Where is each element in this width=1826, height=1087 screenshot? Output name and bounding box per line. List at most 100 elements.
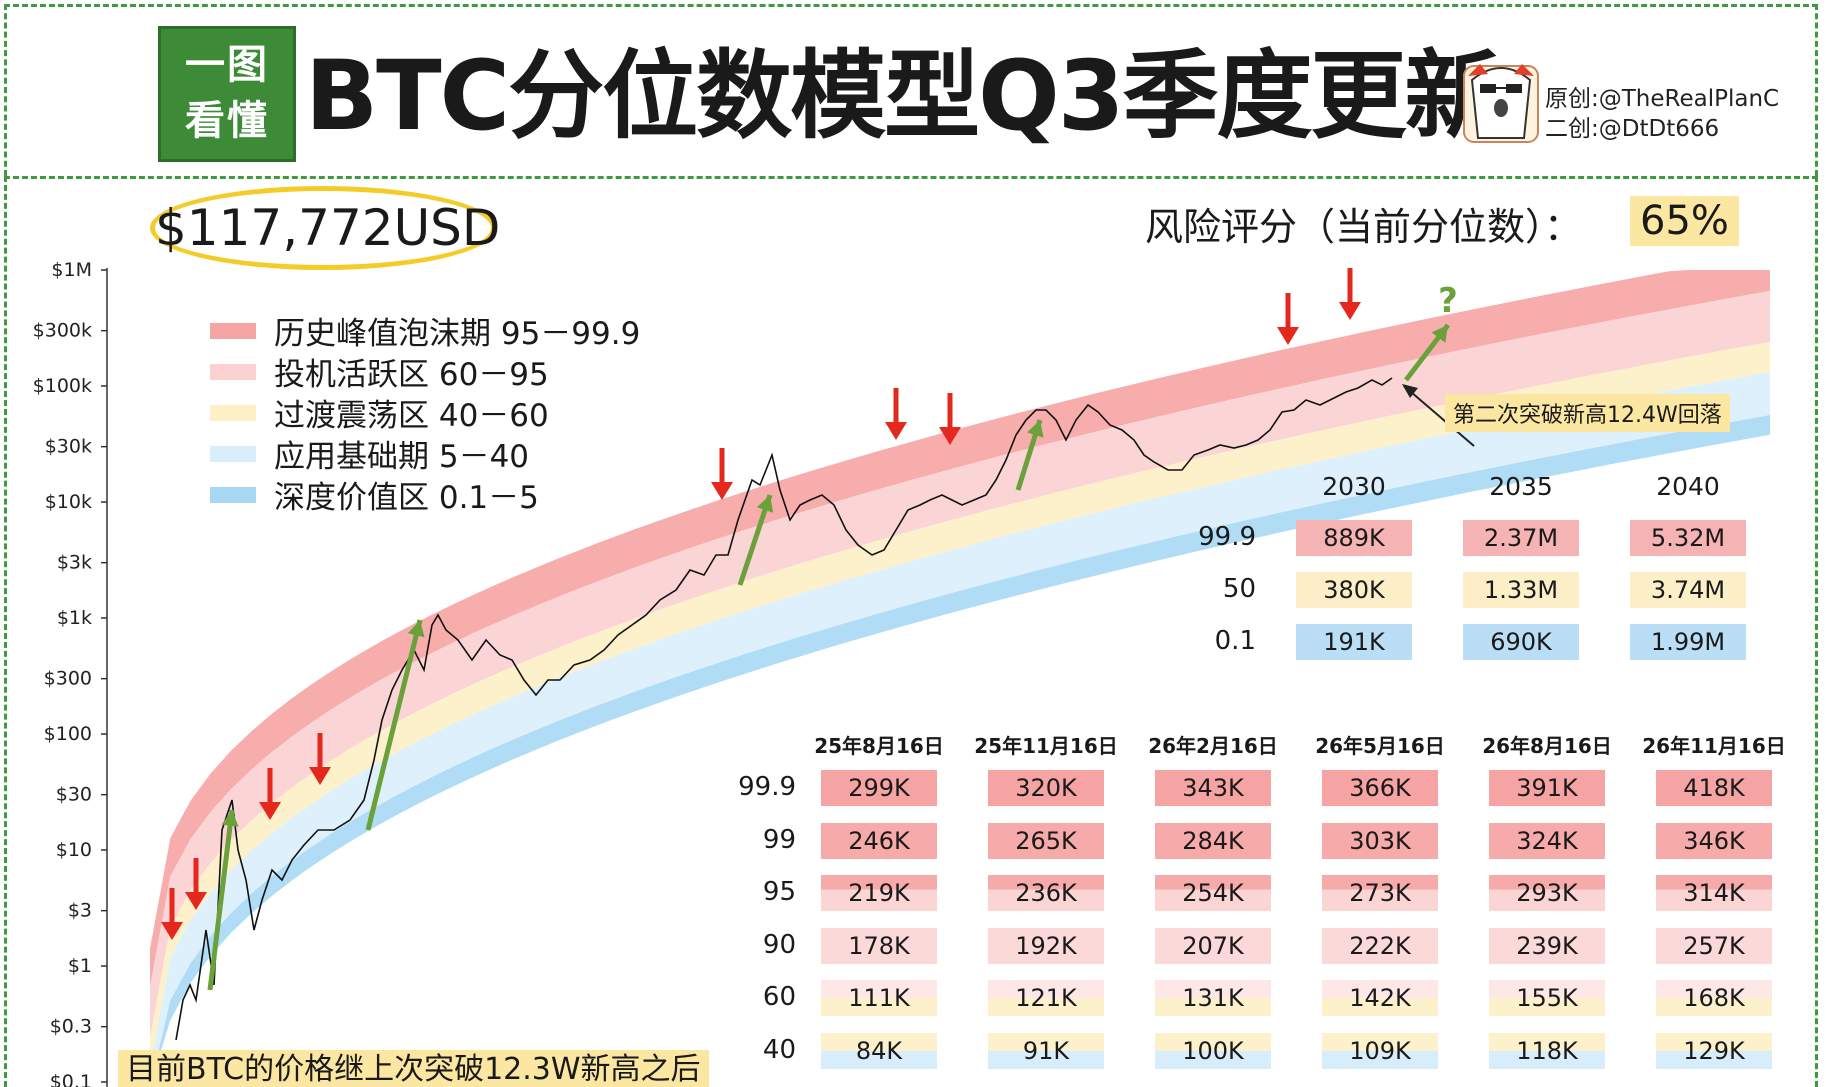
near-term-cell: 314K (1656, 875, 1772, 911)
risk-label: 风险评分（当前分位数）： (1145, 205, 1583, 249)
red-arrow-head (185, 892, 207, 910)
legend-item-transition: 过渡震荡区 40－60 (210, 392, 640, 434)
near-term-quantile-label: 90 (762, 929, 796, 960)
long-term-quantile-label: 99.9 (1198, 522, 1256, 552)
green-arrow-shaft (737, 494, 773, 586)
long-term-cell: 1.99M (1630, 624, 1746, 660)
near-term-cell: 118K (1489, 1032, 1605, 1069)
near-term-quantile-label: 99.9 (738, 772, 796, 802)
green-arrow-head (407, 620, 425, 638)
y-tick-label: $3 (68, 900, 92, 922)
near-term-cell: 91K (988, 1032, 1104, 1069)
green-arrow-shaft (207, 809, 235, 991)
legend-swatch (210, 445, 256, 462)
y-tick-label: $0.3 (50, 1016, 92, 1038)
near-term-date-header: 25年11月16日 (974, 734, 1118, 758)
band-speculative (150, 290, 1770, 1038)
near-term-cell: 219K (821, 875, 937, 911)
red-arrow-head (1277, 327, 1299, 345)
legend-label: 深度价值区 0.1－5 (274, 480, 539, 516)
band-bubble (150, 270, 1770, 987)
header-divider (4, 176, 1818, 179)
long-term-year-header: 2035 (1489, 472, 1553, 501)
breakout-callout: 第二次突破新高12.4W回落 (1445, 394, 1730, 432)
y-tick-label: $1k (57, 607, 92, 629)
y-tick-label: $0.1 (50, 1071, 92, 1087)
near-term-cell: 324K (1489, 822, 1605, 859)
y-tick-label: $10k (45, 491, 92, 513)
near-term-cell: 303K (1322, 822, 1438, 859)
legend: 历史峰值泡沫期 95－99.9 投机活跃区 60－95 过渡震荡区 40－60 … (210, 310, 640, 516)
near-term-cell: 178K (821, 927, 937, 964)
y-tick-label: $300k (33, 320, 92, 342)
near-term-date-header: 25年8月16日 (814, 734, 944, 758)
bottom-note: 目前BTC的价格继上次突破12.3W新高之后 (118, 1050, 709, 1087)
green-arrow-head (756, 495, 774, 513)
near-term-cell: 155K (1489, 980, 1605, 1016)
long-term-cell: 1.33M (1463, 572, 1579, 608)
legend-label: 过渡震荡区 40－60 (274, 398, 549, 434)
near-term-cell: 222K (1322, 927, 1438, 964)
mascot-avatar (1463, 64, 1539, 143)
green-arrow-head (1431, 325, 1448, 343)
red-arrow-head (1339, 302, 1361, 320)
frame-right (1815, 176, 1818, 1087)
green-arrow-shaft (365, 619, 423, 831)
near-term-cell: 265K (988, 822, 1104, 859)
btc-price-series (175, 377, 1393, 1041)
legend-swatch (210, 363, 256, 380)
header-frame (4, 4, 1818, 176)
near-term-cell: 273K (1322, 875, 1438, 911)
long-term-cell: 2.37M (1463, 520, 1579, 556)
callout-pointer (1403, 385, 1475, 447)
green-arrow-head (1027, 420, 1044, 438)
green-arrow-head (221, 810, 239, 827)
near-term-cell: 131K (1155, 980, 1271, 1016)
credit-second: 二创:@DtDt666 (1545, 116, 1720, 142)
near-term-cell: 100K (1155, 1032, 1271, 1069)
near-term-date-header: 26年11月16日 (1642, 734, 1786, 758)
near-term-cell: 109K (1322, 1032, 1438, 1069)
y-tick-label: $1M (51, 259, 92, 281)
legend-item-deep-value: 深度价值区 0.1－5 (210, 474, 640, 516)
near-term-cell: 246K (821, 822, 937, 859)
long-term-year-header: 2030 (1322, 472, 1386, 501)
band-adoption (150, 372, 1770, 1087)
legend-swatch (210, 404, 256, 421)
long-term-cell: 191K (1296, 624, 1412, 660)
question-mark: ? (1438, 281, 1458, 321)
near-term-cell: 142K (1322, 980, 1438, 1016)
near-term-cell: 207K (1155, 927, 1271, 964)
legend-item-speculative: 投机活跃区 60－95 (210, 351, 640, 393)
long-term-year-header: 2040 (1656, 472, 1720, 501)
near-term-cell: 293K (1489, 875, 1605, 911)
near-term-date-header: 26年8月16日 (1482, 734, 1612, 758)
red-arrow-head (939, 427, 961, 445)
red-arrow-head (711, 482, 733, 500)
legend-swatch (210, 486, 256, 503)
long-term-cell: 5.32M (1630, 520, 1746, 556)
y-tick-label: $3k (57, 552, 92, 574)
near-term-date-header: 26年5月16日 (1315, 734, 1445, 758)
long-term-quantile-label: 0.1 (1214, 626, 1256, 656)
near-term-quantile-label: 60 (762, 982, 796, 1012)
near-term-cell: 236K (988, 875, 1104, 911)
page-title: BTC分位数模型Q3季度更新 (305, 40, 1501, 152)
frame-left (4, 176, 7, 1087)
near-term-cell: 320K (988, 770, 1104, 806)
near-term-cell: 299K (821, 770, 937, 806)
red-arrow-head (885, 422, 907, 440)
logo-line2: 看懂 (185, 98, 269, 144)
y-tick-label: $30k (45, 436, 92, 458)
risk-value: 65% (1630, 196, 1739, 246)
near-term-quantile-label: 95 (762, 877, 796, 907)
long-term-quantile-label: 50 (1222, 574, 1256, 604)
near-term-quantile-label: 40 (762, 1034, 796, 1065)
near-term-cell: 192K (988, 927, 1104, 964)
near-term-cell: 84K (821, 1032, 937, 1069)
credits: 原创:@TheRealPlanC 二创:@DtDt666 (1545, 84, 1779, 144)
red-arrow-head (309, 767, 331, 785)
near-term-cell: 366K (1322, 770, 1438, 806)
y-tick-label: $100k (33, 375, 92, 397)
